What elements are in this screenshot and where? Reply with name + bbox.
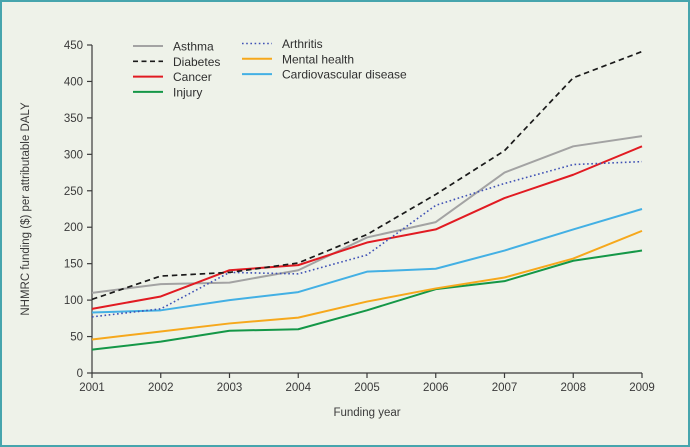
series-line-cardiovascular-disease bbox=[91, 208, 643, 314]
x-tick-label-2004: 2004 bbox=[285, 382, 311, 394]
x-tick-label-2002: 2002 bbox=[148, 382, 174, 394]
y-tick-label-350: 350 bbox=[64, 113, 83, 125]
y-axis-title: NHMRC funding ($) per attributable DALY bbox=[20, 102, 32, 316]
x-tick-label-2008: 2008 bbox=[560, 382, 586, 394]
series-line-asthma bbox=[91, 135, 643, 294]
legend-label-mental-health: Mental health bbox=[282, 52, 354, 66]
series-line-arthritis bbox=[91, 160, 643, 318]
y-tick-label-450: 450 bbox=[64, 40, 83, 52]
x-axis-title: Funding year bbox=[333, 407, 400, 419]
y-tick-label-0: 0 bbox=[77, 368, 83, 380]
legend-label-injury: Injury bbox=[173, 85, 202, 99]
y-tick-label-400: 400 bbox=[64, 76, 83, 88]
y-tick-label-50: 50 bbox=[70, 332, 83, 344]
series-line-cancer bbox=[91, 145, 643, 310]
legend-label-diabetes: Diabetes bbox=[173, 55, 220, 69]
y-tick-label-300: 300 bbox=[64, 149, 83, 161]
legend-label-cancer: Cancer bbox=[173, 70, 212, 84]
y-tick-label-200: 200 bbox=[64, 222, 83, 234]
x-tick-label-2009: 2009 bbox=[629, 382, 655, 394]
legend-label-asthma: Asthma bbox=[173, 40, 214, 54]
y-tick-label-250: 250 bbox=[64, 186, 83, 198]
x-tick-label-2001: 2001 bbox=[79, 382, 105, 394]
y-tick-label-150: 150 bbox=[64, 259, 83, 271]
y-tick-label-100: 100 bbox=[64, 295, 83, 307]
series-line-injury bbox=[91, 249, 643, 351]
legend-label-arthritis: Arthritis bbox=[282, 37, 323, 51]
x-tick-label-2006: 2006 bbox=[423, 382, 449, 394]
legend-label-cardiovascular-disease: Cardiovascular disease bbox=[282, 68, 407, 82]
plot-layer: 0 50 100 150 200 250 300 350 400 450 2001 2002 2003 2… bbox=[64, 37, 655, 394]
x-tick-label-2003: 2003 bbox=[217, 382, 243, 394]
x-tick-label-2005: 2005 bbox=[354, 382, 380, 394]
series-line-mental-health bbox=[91, 229, 643, 341]
series-line-diabetes bbox=[91, 50, 643, 301]
x-tick-label-2007: 2007 bbox=[492, 382, 518, 394]
